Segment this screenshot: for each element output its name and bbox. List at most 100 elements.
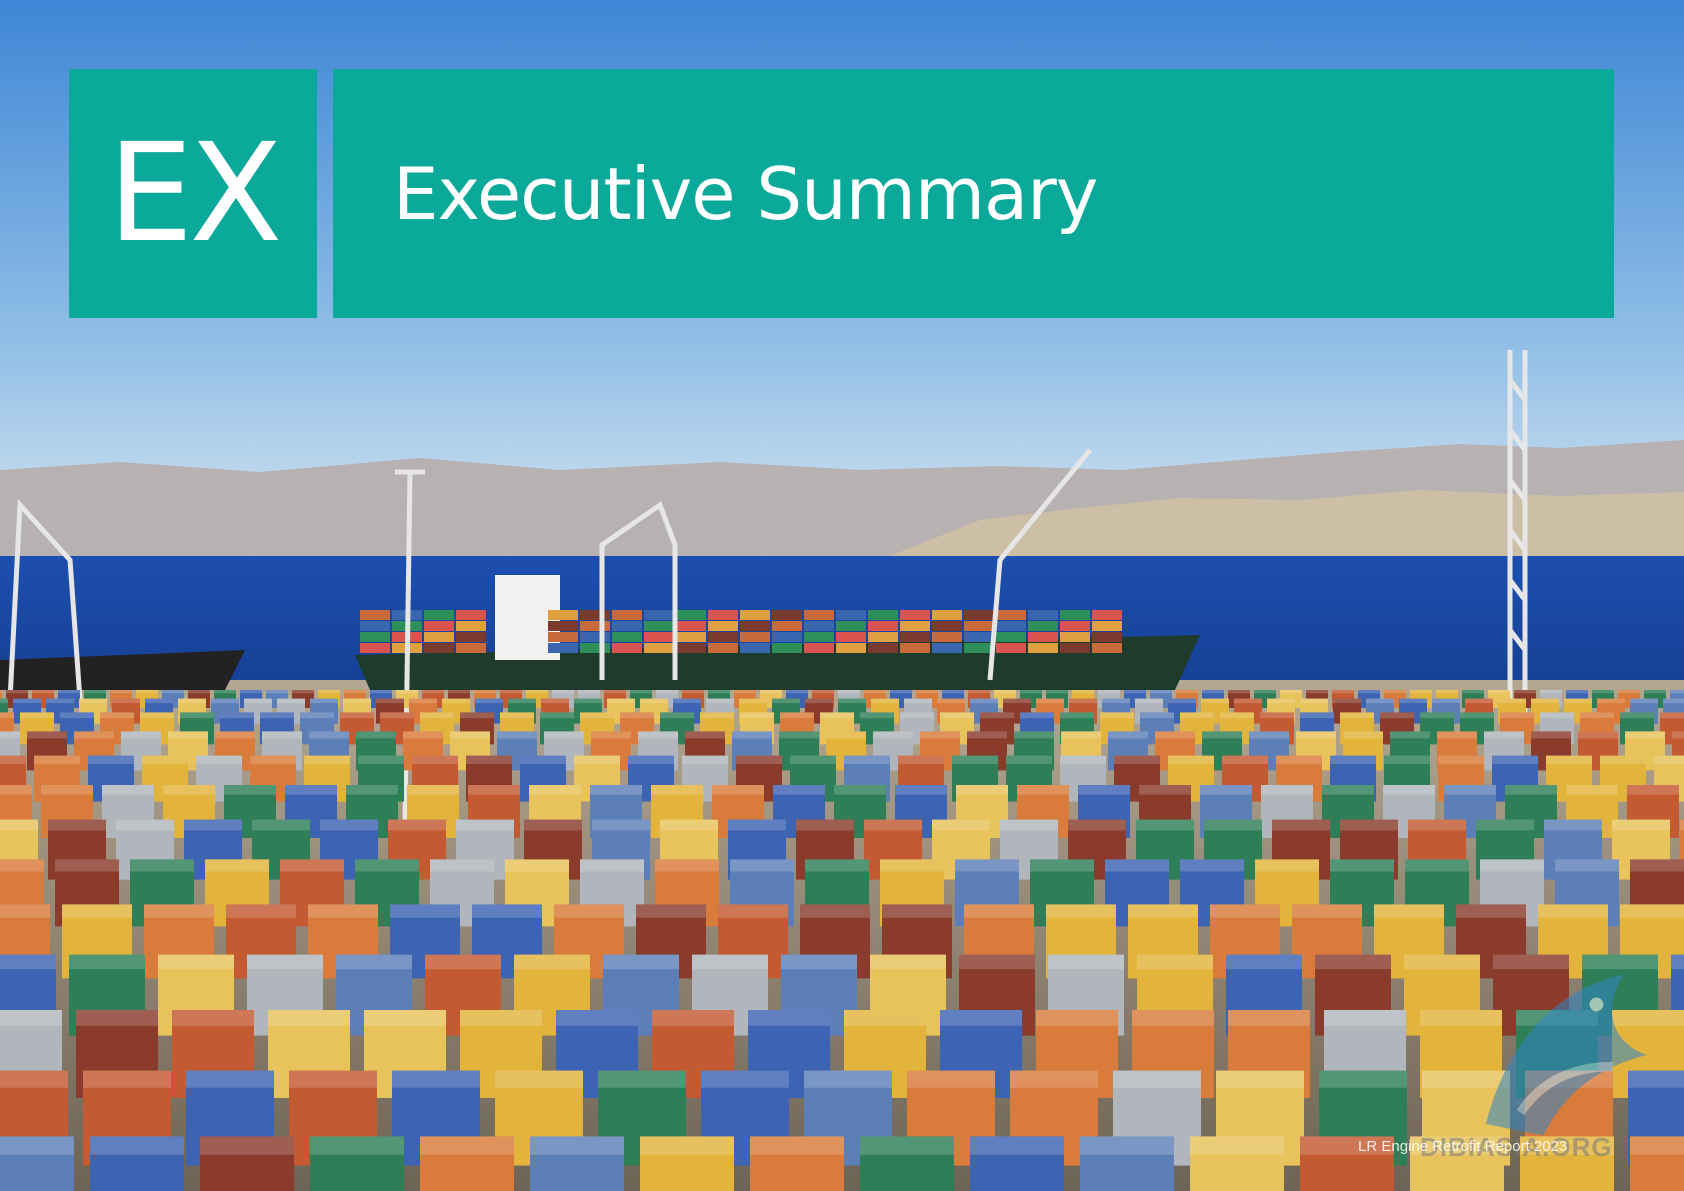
- container-top: [1006, 755, 1052, 764]
- container-top: [268, 1010, 350, 1026]
- container-top: [732, 731, 772, 739]
- container: [1300, 1136, 1394, 1191]
- container-top: [0, 819, 38, 831]
- container-top: [1531, 731, 1571, 739]
- container-top: [1384, 755, 1430, 764]
- container-top: [396, 690, 418, 694]
- container-top: [1620, 712, 1654, 719]
- container-top: [1020, 712, 1054, 719]
- container-top: [430, 859, 494, 872]
- container-top: [712, 785, 764, 795]
- container-top: [1480, 859, 1544, 872]
- ship-container: [708, 632, 738, 642]
- container-top: [1216, 1070, 1304, 1088]
- container: [970, 1136, 1064, 1191]
- container-top: [1410, 690, 1432, 694]
- container-top: [1124, 690, 1146, 694]
- container-top: [736, 755, 782, 764]
- container-top: [1003, 698, 1031, 704]
- container-top: [1060, 712, 1094, 719]
- container-top: [655, 859, 719, 872]
- container-top: [781, 954, 857, 970]
- container-top: [673, 698, 701, 704]
- container-top: [318, 690, 340, 694]
- container-top: [158, 954, 234, 970]
- container-top: [682, 690, 704, 694]
- container-top: [656, 690, 678, 694]
- container-top: [140, 712, 174, 719]
- container-top: [55, 859, 119, 872]
- container-top: [1272, 819, 1330, 831]
- container-top: [1438, 755, 1484, 764]
- ship-container: [996, 621, 1026, 631]
- container-top: [1462, 690, 1484, 694]
- ship-container: [708, 621, 738, 631]
- footer-text: LR Engine Retrofit Report 2023: [1358, 1138, 1568, 1155]
- container-top: [1168, 755, 1214, 764]
- container-top: [1030, 859, 1094, 872]
- container-top: [574, 698, 602, 704]
- ship-container: [676, 643, 706, 653]
- container-top: [355, 859, 419, 872]
- container-top: [1663, 698, 1684, 704]
- container-top: [1500, 712, 1534, 719]
- container-top: [524, 819, 582, 831]
- container-top: [628, 755, 674, 764]
- container-top: [1437, 731, 1477, 739]
- container-top: [32, 690, 54, 694]
- ship-container: [932, 632, 962, 642]
- container-top: [640, 698, 668, 704]
- container-top: [168, 731, 208, 739]
- container-top: [420, 1136, 514, 1155]
- container: [310, 1136, 404, 1191]
- ship-container: [804, 632, 834, 642]
- container-top: [700, 712, 734, 719]
- container-top: [871, 698, 899, 704]
- container-top: [1100, 712, 1134, 719]
- container-top: [1046, 904, 1116, 918]
- container-top: [224, 785, 276, 795]
- container-top: [1420, 712, 1454, 719]
- container-top: [1680, 819, 1684, 831]
- container-top: [1597, 698, 1625, 704]
- container-top: [364, 1010, 446, 1026]
- ship-container: [1028, 643, 1058, 653]
- container-top: [1014, 731, 1054, 739]
- container-top: [937, 698, 965, 704]
- container-top: [1072, 690, 1094, 694]
- container-top: [102, 785, 154, 795]
- container-top: [280, 859, 344, 872]
- container-top: [1296, 731, 1336, 739]
- container-top: [1505, 785, 1557, 795]
- container-top: [942, 690, 964, 694]
- container-top: [734, 690, 756, 694]
- container-top: [907, 1070, 995, 1088]
- ship-container: [868, 632, 898, 642]
- container-top: [180, 712, 214, 719]
- ship-container: [676, 632, 706, 642]
- ship-container: [360, 632, 390, 642]
- container-top: [1176, 690, 1198, 694]
- container-top: [660, 819, 718, 831]
- container-top: [1139, 785, 1191, 795]
- container-top: [247, 954, 323, 970]
- ship-container: [708, 610, 738, 620]
- container-top: [739, 698, 767, 704]
- ship-container: [1092, 632, 1122, 642]
- container-top: [800, 904, 870, 918]
- container-top: [1408, 819, 1466, 831]
- container-top: [292, 690, 314, 694]
- container: [1520, 1136, 1614, 1191]
- container-top: [346, 785, 398, 795]
- container-top: [186, 1070, 274, 1088]
- container-top: [200, 1136, 294, 1155]
- container-top: [554, 904, 624, 918]
- container-top: [940, 712, 974, 719]
- container-top: [1492, 755, 1538, 764]
- container-top: [116, 819, 174, 831]
- container-top: [1300, 712, 1334, 719]
- container-top: [860, 712, 894, 719]
- ship-container: [996, 610, 1026, 620]
- container-top: [41, 785, 93, 795]
- container-top: [1135, 698, 1163, 704]
